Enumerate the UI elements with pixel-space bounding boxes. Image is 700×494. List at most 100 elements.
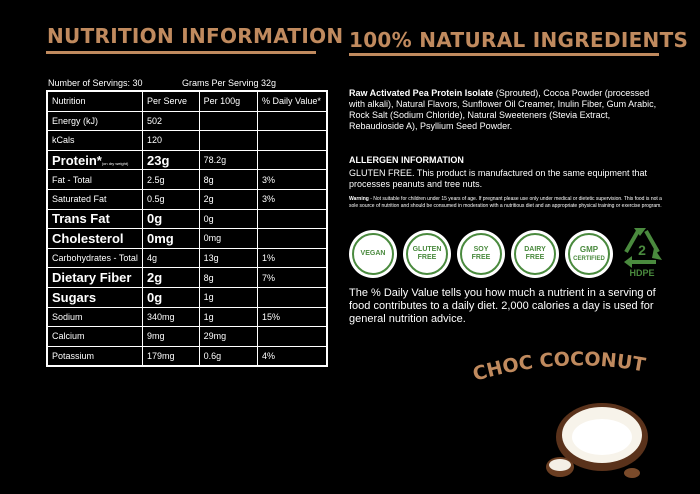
per-serve-value: 2g	[141, 267, 200, 288]
table-row: Sodium 340mg 1g 15%	[46, 306, 328, 328]
badge-label: SOY FREE	[460, 233, 502, 275]
table-row: Carbohydrates - Total 4g 13g 1%	[46, 247, 328, 269]
daily-value-percent: 1%	[257, 247, 328, 269]
nutrient-name: kCals	[46, 130, 143, 151]
daily-value-percent	[257, 130, 328, 151]
badge-line: DAIRY	[524, 246, 546, 253]
allergen-heading: ALLERGEN INFORMATION	[349, 155, 464, 165]
heading-underline	[46, 51, 316, 54]
per-100g-value: 8g	[198, 267, 259, 288]
other-ingredients: (Sprouted), Cocoa Powder (processed with…	[349, 88, 657, 131]
recycle-hdpe-icon: 2 HDPE	[624, 228, 662, 278]
badge-text: GMP CERTIFIED	[573, 244, 605, 263]
daily-value-percent	[257, 228, 328, 249]
coconut-shell-piece	[624, 468, 640, 478]
badge-text: GLUTEN FREE	[413, 246, 442, 262]
per-100g-value: 13g	[198, 247, 259, 269]
grams-per-serving: Grams Per Serving 32g	[182, 78, 277, 88]
table-row: Cholesterol 0mg 0mg	[46, 228, 328, 249]
badge-text: VEGAN	[360, 250, 386, 257]
daily-value-percent	[257, 286, 328, 308]
per-100g-value: 1g	[198, 306, 259, 328]
daily-value-percent	[257, 208, 328, 230]
flavor-title: CHOC COCONUT	[470, 348, 647, 385]
per-100g-value: 0.6g	[198, 345, 259, 367]
table-row: kCals 120	[46, 130, 328, 151]
per-serve-value: 120	[141, 130, 200, 151]
badge-line: GLUTEN	[412, 246, 442, 253]
dairy-free-badge-icon: DAIRY FREE	[511, 230, 559, 278]
coconut-flesh-piece	[549, 459, 571, 471]
badge-text: SOY FREE	[472, 246, 491, 262]
dry-weight-note: (on dry weight)	[101, 160, 129, 166]
column-header: Nutrition	[46, 90, 143, 112]
badge-line: GMP	[579, 244, 599, 254]
nutrient-name: Trans Fat	[46, 208, 143, 230]
badge-line: SOY	[473, 246, 489, 253]
per-100g-value: 2g	[198, 188, 259, 210]
main-ingredient: Raw Activated Pea Protein Isolate	[349, 88, 494, 98]
table-row: Dietary Fiber 2g 8g 7%	[46, 267, 328, 288]
badge-label: VEGAN	[352, 233, 394, 275]
column-header: % Daily Value*	[257, 90, 328, 112]
per-serve-value: 0mg	[141, 228, 200, 249]
per-serve-value: 340mg	[141, 306, 200, 328]
nutrient-name: Fat - Total	[46, 169, 143, 190]
per-serve-value: 0g	[141, 208, 200, 230]
recycle-arrowhead	[634, 228, 646, 236]
per-100g-value: 8g	[198, 169, 259, 190]
table-row: Fat - Total 2.5g 8g 3%	[46, 169, 328, 190]
per-100g-value: 1g	[198, 286, 259, 308]
per-serve-value: 2.5g	[141, 169, 200, 190]
natural-ingredients-heading: 100% NATURAL INGREDIENTS	[349, 28, 689, 52]
per-serve-value: 502	[141, 110, 200, 132]
per-serve-value: 179mg	[141, 345, 200, 367]
daily-value-percent	[257, 110, 328, 132]
badge-line: FREE	[417, 254, 437, 261]
nutrient-name: Saturated Fat	[46, 188, 143, 210]
nutrient-name: Protein*(on dry weight)	[46, 149, 143, 171]
daily-value-percent: 15%	[257, 306, 328, 328]
nutrient-name: Potassium	[46, 345, 143, 367]
nutrient-name: Carbohydrates - Total	[46, 247, 143, 269]
table-row: Trans Fat 0g 0g	[46, 208, 328, 230]
badge-label: GLUTEN FREE	[406, 233, 448, 275]
daily-value-percent: 4%	[257, 345, 328, 367]
nutrient-name: Energy (kJ)	[46, 110, 143, 132]
recycle-label: HDPE	[629, 268, 654, 278]
warning-body: - Not suitable for children under 15 yea…	[349, 196, 662, 209]
per-serve-value: 0.5g	[141, 188, 200, 210]
badge-label: DAIRY FREE	[514, 233, 556, 275]
column-header: Per 100g	[198, 90, 259, 112]
badge-line: FREE	[525, 254, 545, 261]
gmp-certified-badge-icon: GMP CERTIFIED	[565, 230, 613, 278]
soy-free-badge-icon: SOY FREE	[457, 230, 505, 278]
daily-value-percent	[257, 149, 328, 171]
per-serve-value: 0g	[141, 286, 200, 308]
badge-label: GMP CERTIFIED	[568, 233, 610, 275]
servings-count: Number of Servings: 30	[48, 78, 143, 88]
recycle-arrowhead	[624, 256, 632, 268]
per-serve-value: 23g	[141, 149, 200, 171]
daily-value-statement: The % Daily Value tells you how much a n…	[349, 287, 656, 325]
column-header: Per Serve	[141, 90, 200, 112]
recycle-arrowhead	[652, 248, 662, 260]
nutrition-table: Nutrition Per Serve Per 100g % Daily Val…	[46, 90, 328, 368]
table-row: Energy (kJ) 502	[46, 110, 328, 132]
daily-value-percent: 7%	[257, 267, 328, 288]
nutrient-name: Sugars	[46, 286, 143, 308]
heading-underline	[349, 53, 659, 56]
table-row: Potassium 179mg 0.6g 4%	[46, 345, 328, 367]
recycle-arrows	[624, 230, 660, 264]
warning-label: Warning	[349, 196, 369, 202]
nutrient-name: Cholesterol	[46, 228, 143, 249]
nutrient-name: Sodium	[46, 306, 143, 328]
table-row: Sugars 0g 1g	[46, 286, 328, 308]
warning-text: Warning - Not suitable for children unde…	[349, 196, 664, 209]
per-100g-value	[198, 110, 259, 132]
per-100g-value	[198, 130, 259, 151]
flavor-text-path: CHOC COCONUT	[470, 348, 647, 385]
nutrient-name: Calcium	[46, 326, 143, 347]
flavor-text: CHOC COCONUT	[470, 348, 647, 385]
daily-value-percent: 3%	[257, 169, 328, 190]
